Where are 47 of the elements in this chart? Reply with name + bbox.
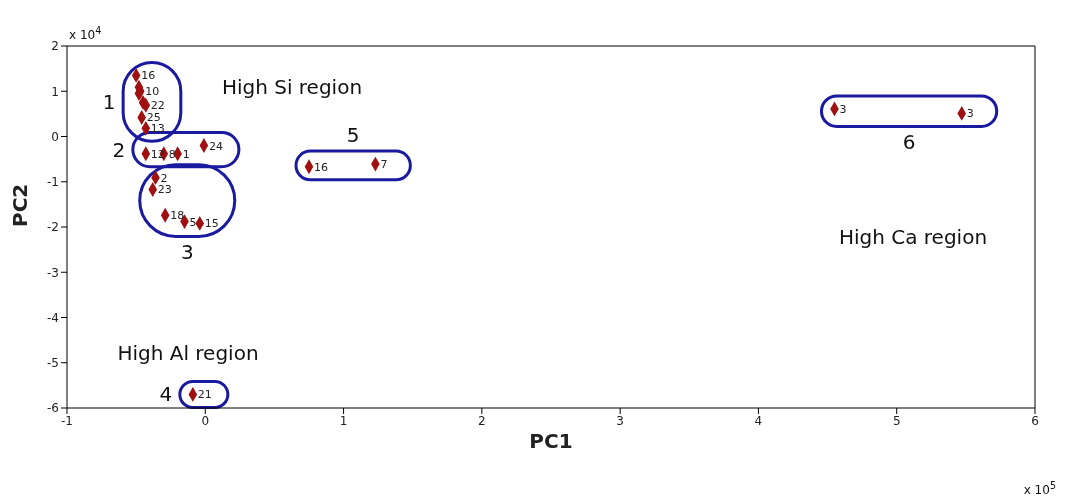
x-tick-label: 4 [754, 413, 763, 428]
annotation: 2 [112, 137, 126, 162]
x-tick-label: 6 [1031, 413, 1039, 428]
x-tick-label: 3 [616, 413, 624, 428]
annotation: 5 [346, 123, 360, 148]
annotation: 8 [168, 147, 176, 161]
annotation: 1 [182, 147, 190, 161]
annotation: 3 [180, 240, 194, 265]
y-tick-label: 0 [51, 129, 59, 144]
text: x 10$^{4}$ [69, 24, 102, 42]
y-tick-label: 1 [51, 84, 59, 99]
annotation: 15 [204, 216, 219, 230]
annotation: 7 [380, 157, 388, 171]
annotation: 21 [197, 387, 212, 401]
y-tick-label: -4 [47, 310, 59, 325]
x-axis-title: PC1 [529, 429, 573, 453]
annotation: High Al region [117, 341, 259, 365]
x-tick-label: 5 [892, 413, 901, 428]
x-tick-label: 0 [201, 413, 210, 428]
y-tick-label: -2 [47, 220, 59, 235]
y-tick-label: -3 [47, 265, 59, 280]
annotation: 10 [145, 84, 160, 98]
annotation: 3 [966, 106, 974, 120]
x-tick-label: 1 [339, 413, 348, 428]
annotation: 24 [208, 139, 223, 153]
annotation: 4 [159, 382, 173, 407]
annotation: High Si region [221, 75, 363, 99]
annotation: 3 [839, 102, 847, 116]
annotation: 6 [902, 130, 916, 155]
y-tick-label: -5 [47, 356, 59, 371]
annotation: 16 [141, 68, 156, 82]
y-tick-label: -6 [47, 401, 59, 416]
annotation: 18 [170, 208, 185, 222]
annotation: 2 [160, 171, 168, 185]
y-tick-label: -1 [47, 175, 59, 190]
annotation: 1 [102, 89, 116, 114]
x-tick-label: -1 [61, 413, 73, 428]
annotation: 22 [150, 98, 165, 112]
annotation: 16 [314, 160, 328, 174]
y-tick-label: 2 [51, 39, 59, 54]
annotation: 5 [189, 215, 197, 229]
text: x 10$^{5}$ [1023, 479, 1056, 497]
annotation: 25 [146, 111, 161, 124]
annotation: High Ca region [838, 225, 988, 249]
y-axis-title: PC2 [8, 183, 33, 227]
x-tick-label: 2 [478, 413, 486, 428]
annotation: 23 [157, 182, 172, 196]
